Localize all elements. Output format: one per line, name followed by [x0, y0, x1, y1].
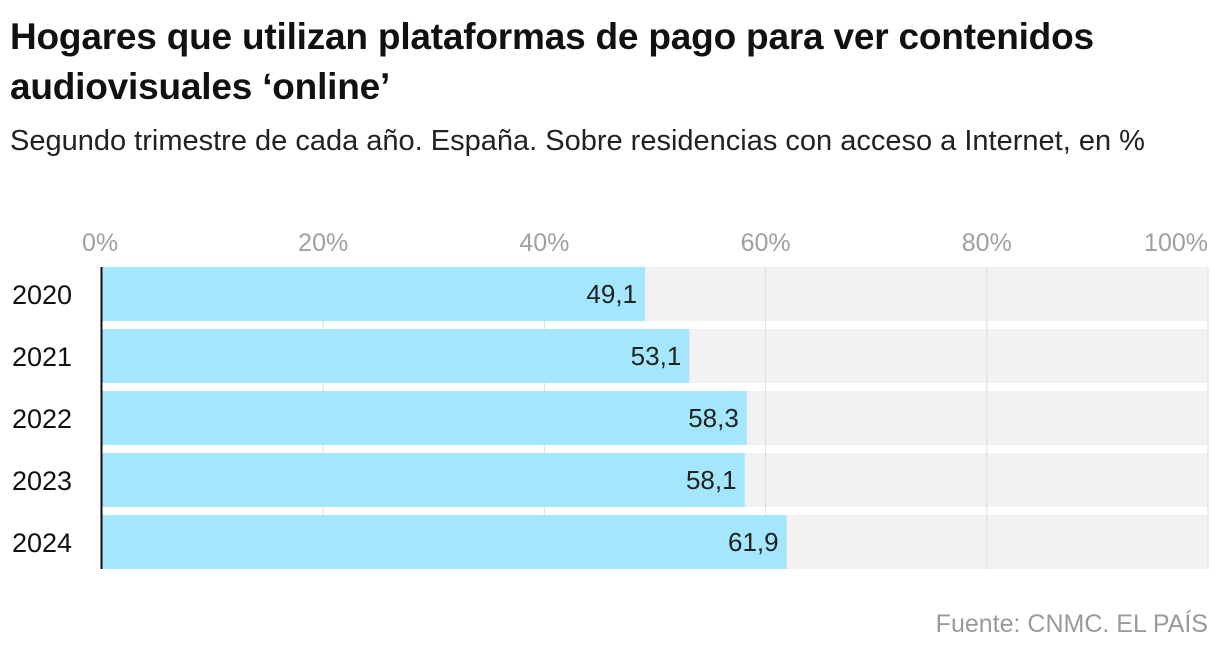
- bar-value-label: 61,9: [728, 527, 779, 557]
- bar-value-label: 53,1: [631, 341, 682, 371]
- y-category-label: 2020: [12, 280, 72, 310]
- y-category-label: 2023: [12, 466, 72, 496]
- x-tick-label: 60%: [741, 229, 791, 257]
- source-note: Fuente: CNMC. EL PAÍS: [935, 610, 1208, 638]
- y-category-label: 2024: [12, 528, 72, 558]
- x-tick-label: 20%: [298, 229, 348, 257]
- bar: [102, 515, 787, 569]
- x-tick-label: 40%: [519, 229, 569, 257]
- x-tick-label: 100%: [1144, 229, 1208, 257]
- bar-value-label: 58,1: [686, 465, 737, 495]
- y-category-label: 2021: [12, 342, 72, 372]
- bar-value-label: 58,3: [688, 403, 739, 433]
- x-tick-label: 80%: [962, 229, 1012, 257]
- chart-title: Hogares que utilizan plataformas de pago…: [10, 16, 1094, 107]
- chart-subtitle: Segundo trimestre de cada año. España. S…: [10, 125, 1145, 157]
- bar-chart: 0% 20% 40% 60% 80% 100% 49,1 2020 53,1 2021 58,3 20…: [12, 229, 1209, 569]
- bar: [102, 453, 745, 507]
- bar: [102, 267, 646, 321]
- bar-value-label: 49,1: [586, 279, 637, 309]
- y-category-label: 2022: [12, 404, 72, 434]
- x-tick-label: 0%: [82, 229, 118, 257]
- bar: [102, 329, 690, 383]
- bar: [102, 391, 747, 445]
